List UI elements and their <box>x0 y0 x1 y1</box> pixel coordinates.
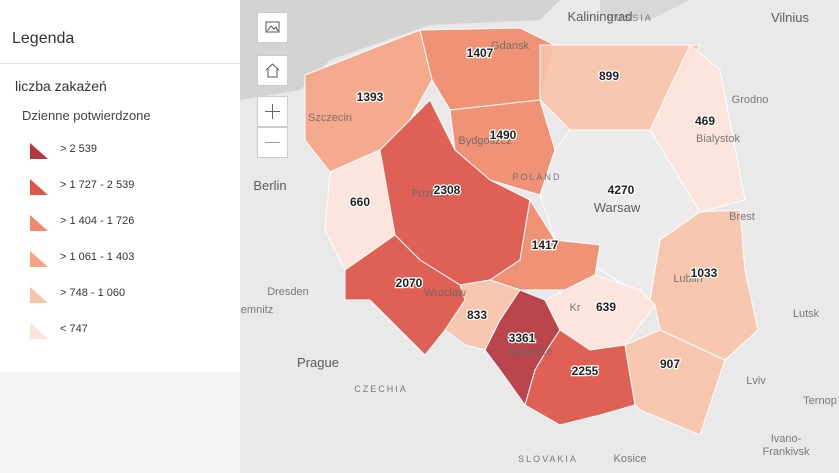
legend-swatch <box>30 215 48 231</box>
region-value: 907 <box>660 357 680 371</box>
place-label: Kr <box>570 302 581 314</box>
place-label: Prague <box>297 355 339 370</box>
place-label: CZECHIA <box>354 384 408 394</box>
place-label: Ternop <box>803 395 837 407</box>
legend-swatch <box>30 143 48 159</box>
field-title: Dzienne potwierdzone <box>22 108 151 123</box>
place-label: Frankivsk <box>762 446 810 458</box>
swatch-shape <box>30 287 48 303</box>
region-value: 1490 <box>490 128 517 142</box>
region <box>649 209 759 361</box>
swatch-shape <box>30 215 48 231</box>
place-label: Brest <box>729 211 755 223</box>
region-value: 1393 <box>357 90 384 104</box>
place-label: Szczecin <box>308 112 352 124</box>
place-label: RUSSIA <box>607 13 653 23</box>
place-label: Vilnius <box>771 10 810 25</box>
region-value: 2070 <box>396 276 423 290</box>
place-label: Lublin <box>673 273 702 285</box>
lake <box>600 0 690 20</box>
layer-title: liczba zakażeń <box>15 78 107 94</box>
region-value: 2255 <box>572 364 599 378</box>
region-value: 469 <box>695 114 715 128</box>
place-label: Gdansk <box>491 40 529 52</box>
basemap-gallery-button[interactable] <box>257 12 288 43</box>
zoom-in-button[interactable] <box>257 96 288 127</box>
region-value: 1417 <box>532 238 559 252</box>
region-value: 2308 <box>434 183 461 197</box>
swatch-shape <box>30 323 48 339</box>
legend-label: > 1 404 - 1 726 <box>60 215 135 227</box>
place-label: Kosice <box>613 453 646 465</box>
legend-label: < 747 <box>60 323 88 335</box>
legend-label: > 1 061 - 1 403 <box>60 251 135 263</box>
legend-swatch <box>30 179 48 195</box>
legend-panel: Legenda liczba zakażeń Dzienne potwierdz… <box>0 0 241 372</box>
legend-swatch <box>30 251 48 267</box>
place-label: SLOVAKIA <box>518 454 578 464</box>
place-label: POLAND <box>512 172 561 182</box>
region-value: 4270 <box>608 183 635 197</box>
sea <box>240 0 560 100</box>
region <box>649 44 746 213</box>
place-label: Lviv <box>746 375 766 387</box>
legend-swatch <box>30 323 48 339</box>
place-label: Wroclaw <box>424 287 466 299</box>
region-value: 833 <box>467 308 487 322</box>
place-label: Poznan <box>411 188 448 200</box>
region <box>524 329 636 426</box>
legend-label: > 1 727 - 2 539 <box>60 179 135 191</box>
legend-title: Legenda <box>12 30 75 47</box>
place-label: Dresden <box>267 286 309 298</box>
region-value: 899 <box>599 69 619 83</box>
place-label: Berlin <box>253 178 286 193</box>
place-label: Grodno <box>732 94 769 106</box>
zoom-out-button[interactable] <box>257 127 288 158</box>
separator <box>0 63 240 64</box>
region-value: 3361 <box>509 331 536 345</box>
place-label: Bydgoszcz <box>458 135 511 147</box>
place-label: Kaliningrad <box>567 9 632 24</box>
swatch-shape <box>30 251 48 267</box>
home-button[interactable] <box>257 55 288 86</box>
place-label: emnitz <box>241 304 273 316</box>
place-label: Lutsk <box>793 308 820 320</box>
place-label: Bialystok <box>696 133 741 145</box>
region-value: 639 <box>596 300 616 314</box>
place-label: Ivano- <box>771 433 802 445</box>
legend-label: > 2 539 <box>60 143 98 155</box>
legend-swatch <box>30 287 48 303</box>
swatch-shape <box>30 143 48 159</box>
region-value: 1407 <box>467 46 494 60</box>
swatch-shape <box>30 179 48 195</box>
place-label: Warsaw <box>594 200 641 215</box>
region-value: 660 <box>350 195 370 209</box>
region <box>624 329 726 436</box>
legend-label: > 748 - 1 060 <box>60 287 126 299</box>
place-label: Katowice <box>508 346 553 358</box>
region-value: 1033 <box>691 266 718 280</box>
